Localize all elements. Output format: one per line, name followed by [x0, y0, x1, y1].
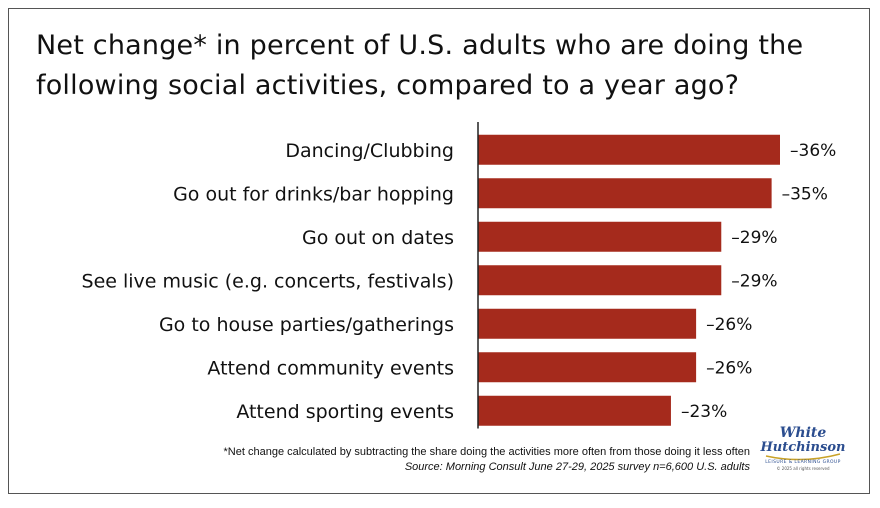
- value-label: –36%: [790, 141, 836, 161]
- logo-swoosh-icon: [765, 453, 841, 461]
- category-label: See live music (e.g. concerts, festivals…: [82, 270, 454, 292]
- category-label: Attend community events: [207, 357, 454, 379]
- value-label: –29%: [731, 271, 777, 291]
- bar: [478, 221, 722, 252]
- bar: [478, 352, 697, 383]
- logo-copyright: © 2025 all rights reserved: [777, 466, 830, 471]
- value-label: –26%: [706, 358, 752, 378]
- category-label: Go out on dates: [302, 227, 454, 249]
- bar: [478, 134, 780, 165]
- logo-line-1: White: [780, 425, 827, 441]
- logo-line-2: Hutchinson: [760, 440, 846, 455]
- category-label: Attend sporting events: [236, 401, 454, 423]
- category-label: Go out for drinks/bar hopping: [173, 183, 454, 205]
- bar: [478, 395, 671, 426]
- value-label: –23%: [681, 402, 727, 422]
- white-hutchinson-logo: White Hutchinson LEISURE & LEARNING GROU…: [760, 425, 846, 471]
- logo-tagline: LEISURE & LEARNING GROUP: [765, 459, 840, 465]
- bar: [478, 178, 772, 209]
- source-note: Source: Morning Consult June 27-29, 2025…: [404, 461, 750, 473]
- value-label: –26%: [706, 315, 752, 335]
- bar: [478, 265, 722, 296]
- value-label: –35%: [782, 184, 828, 204]
- category-label: Go to house parties/gatherings: [159, 314, 454, 336]
- bars-group: Dancing/Clubbing –36% Go out for drinks/ba…: [82, 134, 836, 426]
- bar: [478, 308, 697, 339]
- chart-title: Net change* in percent of U.S. adults wh…: [36, 30, 804, 101]
- category-label: Dancing/Clubbing: [285, 140, 454, 162]
- footnote: *Net change calculated by subtracting th…: [223, 446, 750, 458]
- chart-frame: [8, 8, 870, 494]
- value-label: –29%: [731, 228, 777, 248]
